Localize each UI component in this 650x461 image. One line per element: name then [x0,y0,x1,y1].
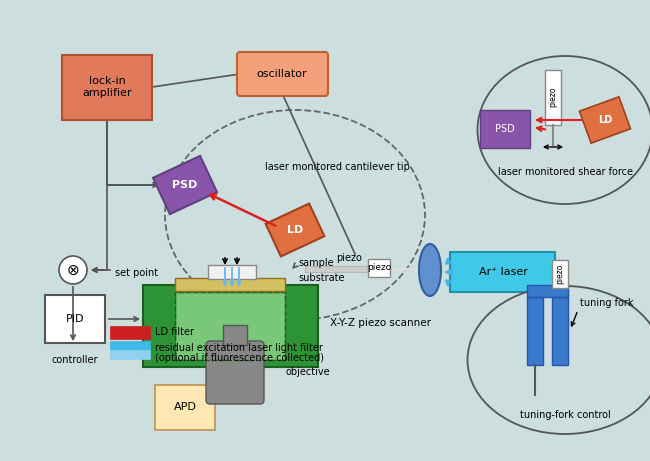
Text: laser monitored shear force: laser monitored shear force [497,167,632,177]
FancyBboxPatch shape [143,285,318,367]
FancyBboxPatch shape [450,252,555,292]
Text: substrate: substrate [298,273,344,283]
FancyBboxPatch shape [175,292,285,360]
Text: tuning fork: tuning fork [580,298,634,308]
Text: residual excitation laser light filter: residual excitation laser light filter [155,343,323,353]
FancyBboxPatch shape [206,341,264,404]
FancyBboxPatch shape [552,260,568,288]
Text: Ar⁺ laser: Ar⁺ laser [478,267,527,277]
Text: LD: LD [598,115,612,125]
FancyBboxPatch shape [208,265,256,279]
FancyBboxPatch shape [527,295,543,365]
FancyBboxPatch shape [552,295,568,365]
FancyBboxPatch shape [305,266,370,272]
FancyBboxPatch shape [62,55,152,120]
Text: lock-in
amplifier: lock-in amplifier [82,76,132,98]
FancyBboxPatch shape [545,70,561,125]
Polygon shape [266,204,324,256]
Text: piezo: piezo [336,253,362,263]
FancyBboxPatch shape [368,259,390,277]
Text: piezo: piezo [367,264,391,272]
FancyBboxPatch shape [527,285,568,297]
Text: set point: set point [115,268,158,278]
Text: LD: LD [287,225,303,235]
Ellipse shape [478,56,650,204]
Text: X-Y-Z piezo scanner: X-Y-Z piezo scanner [330,318,431,328]
Text: piezo: piezo [556,264,564,284]
FancyBboxPatch shape [110,350,150,359]
Text: PSD: PSD [495,124,515,134]
FancyBboxPatch shape [237,52,328,96]
Text: PSD: PSD [172,180,198,190]
Polygon shape [153,156,217,214]
Text: objective: objective [285,367,330,377]
FancyBboxPatch shape [155,385,215,430]
FancyBboxPatch shape [175,278,285,291]
Circle shape [59,256,87,284]
Polygon shape [579,97,630,143]
Text: piezo: piezo [549,87,558,107]
Text: tuning-fork control: tuning-fork control [519,410,610,420]
Text: PID: PID [66,314,84,324]
Ellipse shape [467,286,650,434]
FancyBboxPatch shape [110,341,150,350]
FancyBboxPatch shape [110,326,150,339]
FancyBboxPatch shape [223,325,247,345]
Text: APD: APD [174,402,196,412]
FancyBboxPatch shape [480,110,530,148]
Text: oscillator: oscillator [257,69,307,79]
Text: sample: sample [298,258,333,268]
Text: controller: controller [52,355,98,365]
Text: LD filter: LD filter [155,327,194,337]
Text: ⊗: ⊗ [66,262,79,278]
Ellipse shape [419,244,441,296]
FancyBboxPatch shape [45,295,105,343]
Text: laser monitored cantilever tip: laser monitored cantilever tip [265,162,410,172]
Text: (optional if fluorescence collected): (optional if fluorescence collected) [155,353,324,363]
